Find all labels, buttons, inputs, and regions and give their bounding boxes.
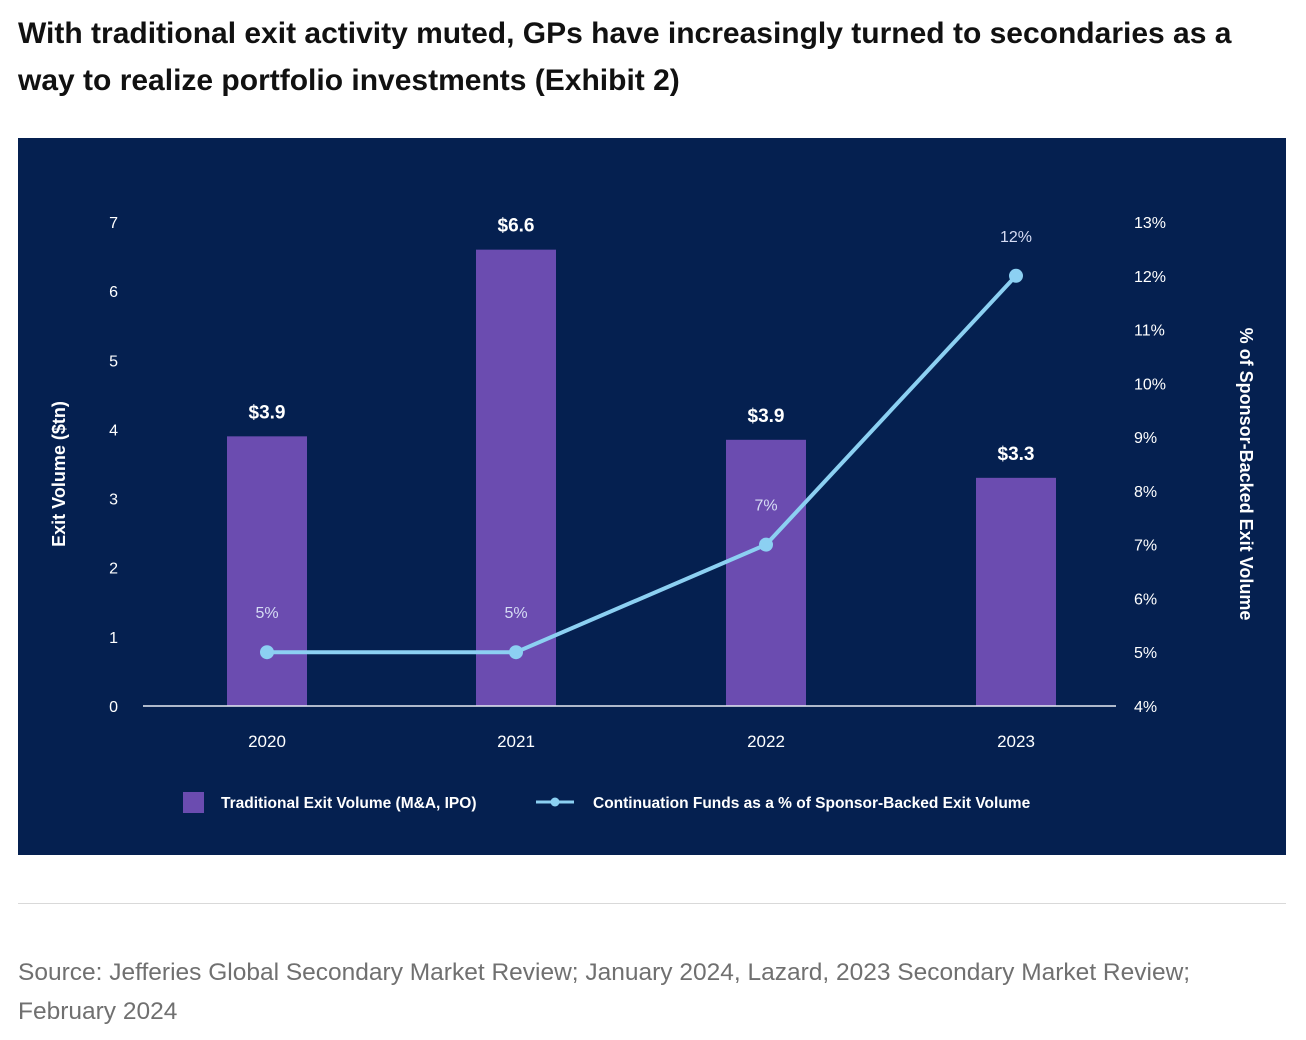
bar <box>726 439 806 706</box>
y-tick-label: 5 <box>109 353 118 370</box>
y2-tick-label: 4% <box>1134 699 1157 716</box>
bar-value-label: $3.9 <box>748 406 785 427</box>
combo-chart: 0 1 2 3 4 5 6 7 4% 5% 6% 7% 8% 9% 10% 11% 12% 13% Exit Vol… <box>49 215 1256 813</box>
y-tick-label: 3 <box>109 492 118 509</box>
y2-tick-label: 8% <box>1134 484 1157 501</box>
y2-tick-label: 11% <box>1134 323 1165 340</box>
y2-axis-title: % of Sponsor-Backed Exit Volume <box>1236 328 1256 621</box>
source-note: Source: Jefferies Global Secondary Marke… <box>18 959 1191 1025</box>
legend-line-label: Continuation Funds as a % of Sponsor-Bac… <box>593 795 1031 812</box>
y-tick-label: 1 <box>109 630 118 647</box>
legend-bar-swatch <box>183 792 204 813</box>
legend-line-marker <box>550 797 560 807</box>
line-value-label: 5% <box>504 605 527 622</box>
y2-tick-label: 6% <box>1134 591 1157 608</box>
y-tick-label: 0 <box>109 699 118 716</box>
x-tick-label: 2022 <box>747 732 785 751</box>
y2-tick-label: 5% <box>1134 645 1157 662</box>
chart-headline: With traditional exit activity muted, GP… <box>18 17 1232 97</box>
y2-tick-label: 10% <box>1134 376 1166 393</box>
chart-panel: 0 1 2 3 4 5 6 7 4% 5% 6% 7% 8% 9% 10% 11% 12% 13% Exit Vol… <box>18 138 1286 855</box>
bar-value-label: $3.9 <box>249 402 286 423</box>
x-tick-label: 2020 <box>248 732 286 751</box>
y-axis-title: Exit Volume ($tn) <box>49 401 69 547</box>
line-value-label: 12% <box>1000 229 1032 246</box>
y2-tick-label: 7% <box>1134 538 1157 555</box>
series-line <box>265 273 1018 655</box>
y2-tick-label: 12% <box>1134 269 1166 286</box>
line-point <box>260 645 274 660</box>
divider <box>18 903 1286 904</box>
y2-tick-label: 13% <box>1134 215 1166 232</box>
line-point <box>759 537 773 552</box>
y-tick-label: 6 <box>109 284 118 301</box>
x-tick-label: 2021 <box>497 732 535 751</box>
bar <box>476 249 556 706</box>
bar <box>227 436 307 706</box>
y-tick-label: 4 <box>109 422 118 439</box>
line-point <box>1009 268 1023 283</box>
bar-value-label: $3.3 <box>998 444 1035 465</box>
y2-tick-label: 9% <box>1134 430 1157 447</box>
y-tick-label: 2 <box>109 561 118 578</box>
x-tick-label: 2023 <box>997 732 1035 751</box>
y-tick-label: 7 <box>109 215 118 232</box>
bar <box>976 477 1056 706</box>
line-value-label: 7% <box>754 498 777 515</box>
legend-bar-label: Traditional Exit Volume (M&A, IPO) <box>221 795 477 812</box>
bar-value-label: $6.6 <box>498 216 535 237</box>
line-point <box>509 645 523 660</box>
line-value-label: 5% <box>255 605 278 622</box>
